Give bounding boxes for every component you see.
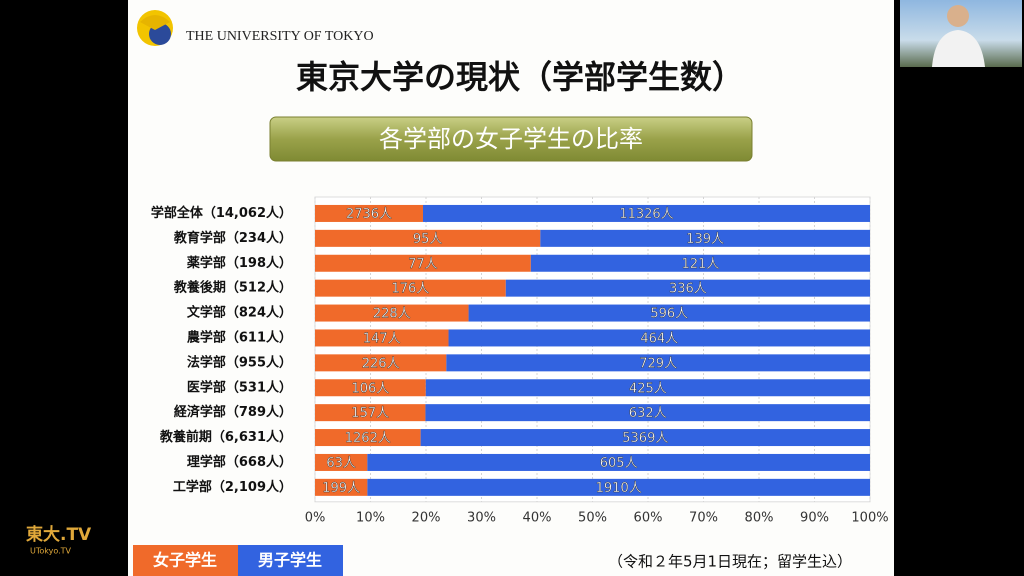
value-label: 605人 — [600, 456, 638, 471]
value-label: 596人 — [650, 307, 688, 322]
x-tick-label: 20% — [412, 511, 441, 526]
bar-segment — [425, 404, 870, 422]
value-label: 729人 — [639, 356, 677, 371]
value-label: 199人 — [322, 481, 360, 496]
bar-segment — [505, 279, 870, 297]
bar-segment — [315, 329, 449, 347]
slide-title: 東京大学の現状（学部学生数） — [296, 58, 744, 96]
bar-segment — [448, 329, 870, 347]
value-label: 226人 — [362, 356, 400, 371]
legend-label: 女子学生 — [153, 551, 217, 570]
value-label: 157人 — [351, 406, 389, 421]
y-tick-label: 農学部（611人） — [187, 329, 292, 345]
value-label: 147人 — [363, 331, 401, 346]
bar-segment — [315, 429, 421, 447]
legend-swatch — [133, 545, 238, 576]
value-label: 5369人 — [622, 431, 668, 446]
plot: 0% 10% 20% 30% 40% 50% 60% 70% 80% 90% 100% 学部全体（14… — [133, 196, 889, 576]
value-label: 1262人 — [345, 431, 391, 446]
value-label: 11326人 — [619, 207, 673, 222]
value-label: 228人 — [373, 307, 411, 322]
x-tick-label: 60% — [634, 511, 663, 526]
y-tick-label: 文学部（824人） — [187, 305, 292, 321]
channel-logo-text: 東大.TV — [26, 524, 92, 545]
y-tick-label: 法学部（955人） — [187, 354, 292, 370]
y-tick-label: 医学部（531人） — [187, 379, 292, 395]
bar-segment — [425, 379, 870, 397]
bar-segment — [540, 229, 870, 247]
y-tick-label: 薬学部（198人） — [186, 255, 292, 271]
bar-segment — [446, 354, 870, 372]
bar-segment — [315, 379, 426, 397]
bar-segment — [315, 204, 423, 222]
y-tick-label: 教養前期（6,631人） — [159, 429, 292, 445]
bar-segment — [315, 404, 426, 422]
x-tick-label: 30% — [467, 511, 496, 526]
bar-segment — [315, 229, 541, 247]
footnote: （令和２年5月1日現在；留学生込） — [608, 553, 852, 571]
y-tick-label: 教養後期（512人） — [173, 280, 292, 296]
value-label: 464人 — [640, 331, 678, 346]
x-tick-label: 80% — [745, 511, 774, 526]
value-label: 121人 — [682, 257, 720, 272]
value-label: 95人 — [413, 232, 443, 247]
y-tick-label: 教育学部（234人） — [173, 230, 292, 246]
bar-segment — [315, 254, 531, 272]
bar-segment — [367, 478, 870, 496]
university-logo — [137, 10, 173, 46]
bar-segment — [315, 478, 368, 496]
x-tick-label: 10% — [356, 511, 385, 526]
bar-segment — [420, 429, 870, 447]
value-label: 632人 — [629, 406, 667, 421]
x-tick-label: 70% — [689, 511, 718, 526]
subtitle-banner — [269, 116, 753, 162]
webcam — [900, 0, 1022, 67]
bar-segment — [315, 354, 447, 372]
x-tick-label: 100% — [851, 511, 888, 526]
value-label: 139人 — [686, 232, 724, 247]
bar-segment — [367, 453, 870, 471]
y-tick-label: 経済学部（789人） — [174, 404, 292, 420]
x-tick-label: 0% — [305, 511, 326, 526]
bar-segment — [315, 453, 368, 471]
x-tick-label: 50% — [578, 511, 607, 526]
y-tick-label: 工学部（2,109人） — [173, 479, 292, 495]
y-tick-label: 理学部（668人） — [187, 454, 292, 470]
bar-segment — [468, 304, 870, 322]
value-label: 176人 — [391, 282, 429, 297]
value-label: 1910人 — [596, 481, 642, 496]
bar-segment — [422, 204, 870, 222]
legend-label: 男子学生 — [258, 551, 322, 570]
x-tick-label: 90% — [800, 511, 829, 526]
value-label: 425人 — [629, 381, 667, 396]
logo-text: THE UNIVERSITY OF TOKYO — [186, 29, 374, 44]
channel-logo: 東大.TV UTokyo.TV — [26, 524, 92, 556]
value-label: 77人 — [408, 257, 438, 272]
value-label: 63人 — [326, 456, 356, 471]
bar-segment — [315, 279, 506, 297]
y-tick-label: 学部全体（14,062人） — [151, 205, 292, 221]
channel-url: UTokyo.TV — [30, 547, 72, 556]
bar-segment — [530, 254, 870, 272]
value-label: 2736人 — [346, 207, 392, 222]
value-label: 336人 — [669, 282, 707, 297]
value-label: 106人 — [351, 381, 389, 396]
chart-subtitle: 各学部の女子学生の比率 — [379, 125, 643, 153]
legend-swatch — [238, 545, 343, 576]
bar-segment — [315, 304, 469, 322]
x-tick-label: 40% — [523, 511, 552, 526]
